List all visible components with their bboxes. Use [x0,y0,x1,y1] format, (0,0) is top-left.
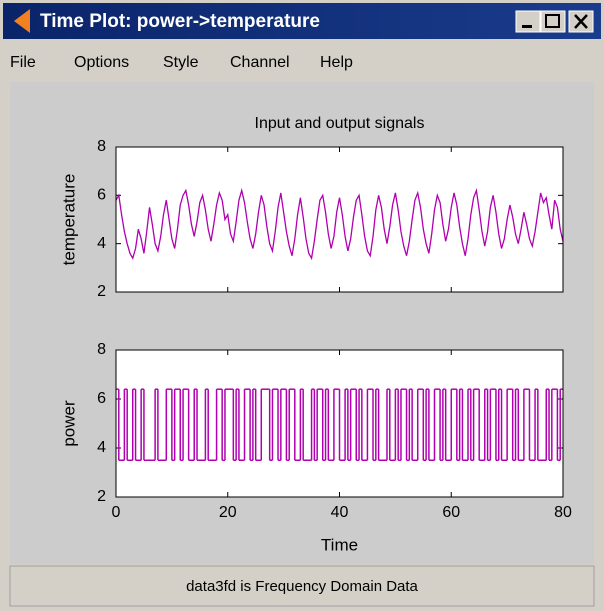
minimize-icon [522,25,532,28]
axes-box [115,146,564,293]
y-axis-label: temperature [59,174,78,266]
x-tick-label: 40 [331,504,349,521]
y-tick-label: 8 [97,138,106,155]
menu-item[interactable]: Help [320,54,353,71]
x-tick-label: 80 [554,504,572,521]
axes-box [115,349,564,498]
status-text: data3fd is Frequency Domain Data [186,578,418,595]
y-tick-label: 6 [97,390,106,407]
window-title: Time Plot: power->temperature [40,11,320,32]
maximize-icon [545,14,560,28]
status-bar [9,565,595,607]
window-buttons[interactable] [515,10,594,33]
signal-line [115,187,564,261]
y-axis-label: power [59,400,78,447]
x-axis-label: Time [321,535,358,554]
y-tick-label: 8 [97,341,106,358]
title-bar [3,3,601,39]
y-tick-label: 4 [97,235,106,252]
chart-title: Input and output signals [255,115,425,132]
x-tick-label: 20 [219,504,237,521]
x-tick-label: 60 [442,504,460,521]
y-tick-label: 4 [97,439,106,456]
y-tick-label: 2 [97,488,106,505]
menu-item[interactable]: File [10,54,36,71]
y-tick-label: 2 [97,283,106,300]
app-icon [14,9,30,33]
plots: Input and output signals temperature 2 4 6 8 p… [59,115,572,554]
close-icon [574,14,588,29]
menu-item[interactable]: Channel [230,54,290,71]
menu-bar: File Options Style Channel Help [10,54,353,71]
minimize-button[interactable] [515,10,541,33]
menu-item[interactable]: Style [163,54,199,71]
axes-background [116,147,563,292]
y-tick-label: 6 [97,187,106,204]
menu-item[interactable]: Options [74,54,129,71]
x-tick-label: 0 [112,504,121,521]
